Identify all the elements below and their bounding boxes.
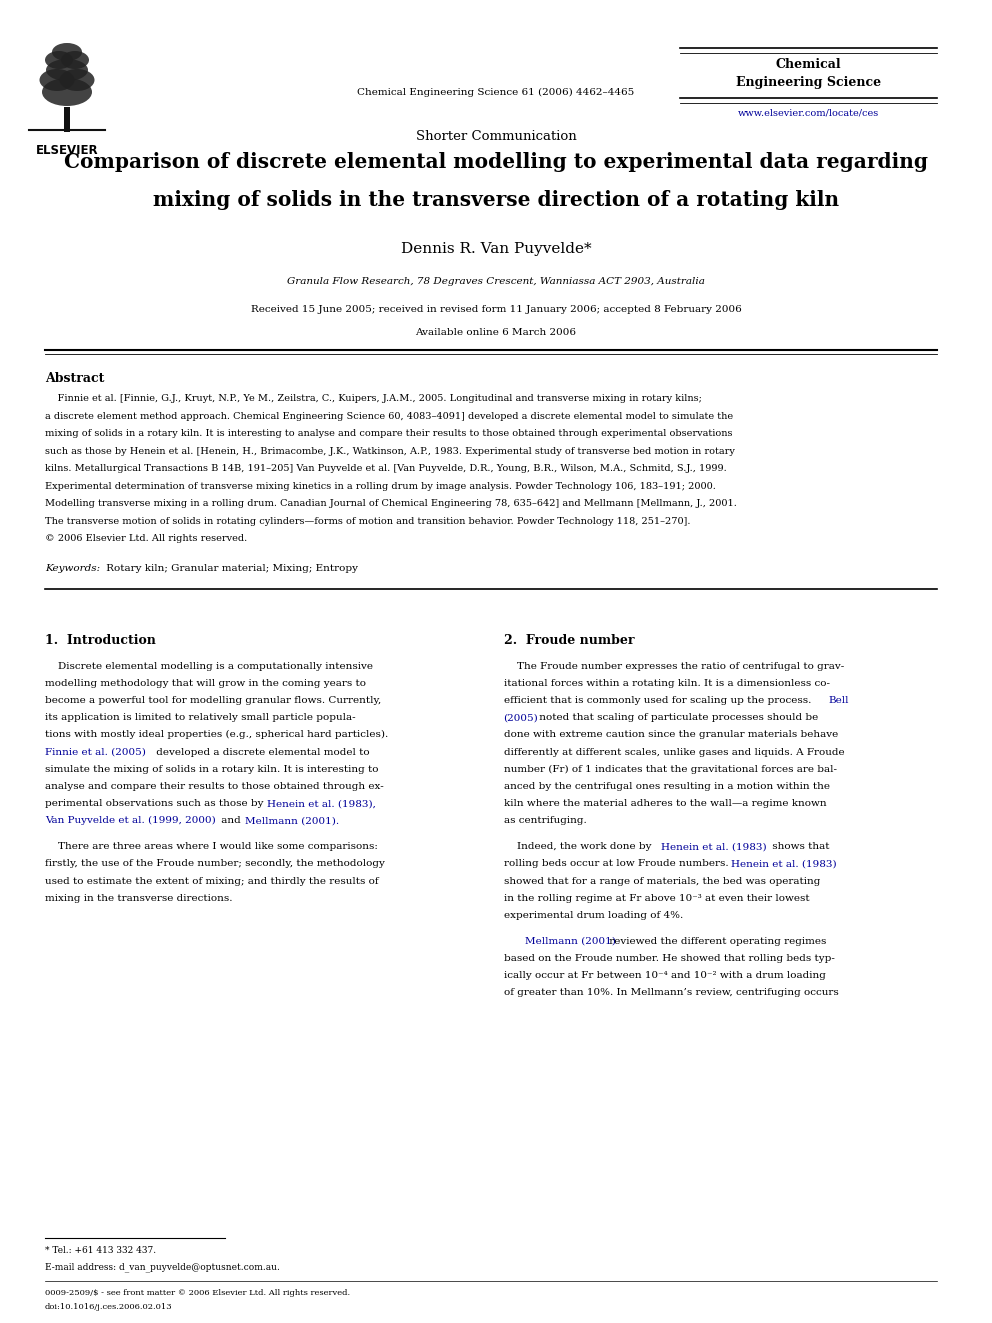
Text: mixing of solids in the transverse direction of a rotating kiln: mixing of solids in the transverse direc… [153, 191, 839, 210]
Text: used to estimate the extent of mixing; and thirdly the results of: used to estimate the extent of mixing; a… [45, 877, 379, 885]
Text: ically occur at Fr between 10⁻⁴ and 10⁻² with a drum loading: ically occur at Fr between 10⁻⁴ and 10⁻²… [504, 971, 825, 980]
Text: E-mail address: d_van_puyvelde@optusnet.com.au.: E-mail address: d_van_puyvelde@optusnet.… [45, 1262, 280, 1271]
Text: shows that: shows that [769, 843, 829, 851]
Text: of greater than 10%. In Mellmann’s review, centrifuging occurs: of greater than 10%. In Mellmann’s revie… [504, 988, 838, 998]
Text: Finnie et al. (2005): Finnie et al. (2005) [45, 747, 146, 757]
Text: Finnie et al. [Finnie, G.J., Kruyt, N.P., Ye M., Zeilstra, C., Kuipers, J.A.M., : Finnie et al. [Finnie, G.J., Kruyt, N.P.… [45, 394, 702, 404]
Text: Comparison of discrete elemental modelling to experimental data regarding: Comparison of discrete elemental modelli… [64, 152, 928, 172]
Text: www.elsevier.com/locate/ces: www.elsevier.com/locate/ces [738, 108, 879, 116]
Text: become a powerful tool for modelling granular flows. Currently,: become a powerful tool for modelling gra… [45, 696, 381, 705]
Text: simulate the mixing of solids in a rotary kiln. It is interesting to: simulate the mixing of solids in a rotar… [45, 765, 379, 774]
Text: (2005): (2005) [504, 713, 539, 722]
Text: developed a discrete elemental model to: developed a discrete elemental model to [154, 747, 370, 757]
Text: Mellmann (2001).: Mellmann (2001). [245, 816, 339, 826]
Ellipse shape [52, 44, 82, 61]
Text: differently at different scales, unlike gases and liquids. A Froude: differently at different scales, unlike … [504, 747, 844, 757]
Text: based on the Froude number. He showed that rolling beds typ-: based on the Froude number. He showed th… [504, 954, 834, 963]
Text: in the rolling regime at Fr above 10⁻³ at even their lowest: in the rolling regime at Fr above 10⁻³ a… [504, 894, 809, 902]
Text: number (Fr) of 1 indicates that the gravitational forces are bal-: number (Fr) of 1 indicates that the grav… [504, 765, 836, 774]
Ellipse shape [40, 69, 74, 91]
Text: showed that for a range of materials, the bed was operating: showed that for a range of materials, th… [504, 877, 819, 885]
Text: Mellmann (2001): Mellmann (2001) [525, 937, 616, 946]
Text: rolling beds occur at low Froude numbers.: rolling beds occur at low Froude numbers… [504, 860, 731, 868]
Text: © 2006 Elsevier Ltd. All rights reserved.: © 2006 Elsevier Ltd. All rights reserved… [45, 534, 247, 542]
Text: kiln where the material adheres to the wall—a regime known: kiln where the material adheres to the w… [504, 799, 826, 808]
Text: Modelling transverse mixing in a rolling drum. Canadian Journal of Chemical Engi: Modelling transverse mixing in a rolling… [45, 499, 737, 508]
Text: * Tel.: +61 413 332 437.: * Tel.: +61 413 332 437. [45, 1246, 156, 1256]
Text: efficient that is commonly used for scaling up the process.: efficient that is commonly used for scal… [504, 696, 814, 705]
Text: ELSEVIER: ELSEVIER [36, 144, 98, 157]
Text: modelling methodology that will grow in the coming years to: modelling methodology that will grow in … [45, 679, 366, 688]
Text: perimental observations such as those by: perimental observations such as those by [45, 799, 267, 808]
Text: tions with mostly ideal properties (e.g., spherical hard particles).: tions with mostly ideal properties (e.g.… [45, 730, 388, 740]
Text: There are three areas where I would like some comparisons:: There are three areas where I would like… [45, 843, 378, 851]
Text: mixing in the transverse directions.: mixing in the transverse directions. [45, 894, 232, 902]
Ellipse shape [60, 69, 94, 91]
Text: Discrete elemental modelling is a computationally intensive: Discrete elemental modelling is a comput… [45, 662, 373, 671]
Text: a discrete element method approach. Chemical Engineering Science 60, 4083–4091] : a discrete element method approach. Chem… [45, 411, 733, 421]
Text: Keywords:: Keywords: [45, 564, 100, 573]
Text: Chemical Engineering Science 61 (2006) 4462–4465: Chemical Engineering Science 61 (2006) 4… [357, 89, 635, 97]
Text: itational forces within a rotating kiln. It is a dimensionless co-: itational forces within a rotating kiln.… [504, 679, 829, 688]
Bar [64, 107, 70, 132]
Ellipse shape [45, 52, 73, 69]
Text: Rotary kiln; Granular material; Mixing; Entropy: Rotary kiln; Granular material; Mixing; … [103, 564, 358, 573]
Text: Henein et al. (1983): Henein et al. (1983) [731, 860, 836, 868]
Text: Experimental determination of transverse mixing kinetics in a rolling drum by im: Experimental determination of transverse… [45, 482, 716, 491]
Text: noted that scaling of particulate processes should be: noted that scaling of particulate proces… [536, 713, 818, 722]
Bar [15, 45, 125, 146]
Text: experimental drum loading of 4%.: experimental drum loading of 4%. [504, 912, 682, 919]
Text: 1.  Introduction: 1. Introduction [45, 634, 156, 647]
Text: Granula Flow Research, 78 Degraves Crescent, Wanniassa ACT 2903, Australia: Granula Flow Research, 78 Degraves Cresc… [287, 277, 705, 286]
Text: Henein et al. (1983),: Henein et al. (1983), [267, 799, 376, 808]
Text: its application is limited to relatively small particle popula-: its application is limited to relatively… [45, 713, 355, 722]
Text: Dennis R. Van Puyvelde*: Dennis R. Van Puyvelde* [401, 242, 591, 255]
Text: 2.  Froude number: 2. Froude number [504, 634, 634, 647]
Text: The transverse motion of solids in rotating cylinders—forms of motion and transi: The transverse motion of solids in rotat… [45, 516, 690, 525]
Text: kilns. Metallurgical Transactions B 14B, 191–205] Van Puyvelde et al. [Van Puyve: kilns. Metallurgical Transactions B 14B,… [45, 464, 727, 474]
Text: 0009-2509/$ - see front matter © 2006 Elsevier Ltd. All rights reserved.: 0009-2509/$ - see front matter © 2006 El… [45, 1289, 350, 1297]
Text: mixing of solids in a rotary kiln. It is interesting to analyse and compare thei: mixing of solids in a rotary kiln. It is… [45, 429, 732, 438]
Ellipse shape [46, 60, 88, 81]
Text: and: and [218, 816, 244, 826]
Text: Available online 6 March 2006: Available online 6 March 2006 [416, 328, 576, 337]
Text: Shorter Communication: Shorter Communication [416, 130, 576, 143]
Ellipse shape [61, 52, 89, 69]
Ellipse shape [42, 78, 92, 106]
Text: Bell: Bell [828, 696, 849, 705]
Text: done with extreme caution since the granular materials behave: done with extreme caution since the gran… [504, 730, 838, 740]
Text: analyse and compare their results to those obtained through ex-: analyse and compare their results to tho… [45, 782, 384, 791]
Text: Van Puyvelde et al. (1999, 2000): Van Puyvelde et al. (1999, 2000) [45, 816, 215, 826]
Text: firstly, the use of the Froude number; secondly, the methodology: firstly, the use of the Froude number; s… [45, 860, 385, 868]
Text: anced by the centrifugal ones resulting in a motion within the: anced by the centrifugal ones resulting … [504, 782, 829, 791]
Text: as centrifuging.: as centrifuging. [504, 816, 586, 826]
Text: The Froude number expresses the ratio of centrifugal to grav-: The Froude number expresses the ratio of… [504, 662, 844, 671]
Text: Henein et al. (1983): Henein et al. (1983) [661, 843, 766, 851]
Text: Indeed, the work done by: Indeed, the work done by [504, 843, 655, 851]
Text: Abstract: Abstract [45, 372, 104, 385]
Text: Received 15 June 2005; received in revised form 11 January 2006; accepted 8 Febr: Received 15 June 2005; received in revis… [251, 306, 741, 314]
Text: doi:10.1016/j.ces.2006.02.013: doi:10.1016/j.ces.2006.02.013 [45, 1303, 173, 1311]
Text: reviewed the different operating regimes: reviewed the different operating regimes [606, 937, 826, 946]
Text: such as those by Henein et al. [Henein, H., Brimacombe, J.K., Watkinson, A.P., 1: such as those by Henein et al. [Henein, … [45, 446, 735, 455]
Text: Chemical
Engineering Science: Chemical Engineering Science [736, 58, 881, 89]
